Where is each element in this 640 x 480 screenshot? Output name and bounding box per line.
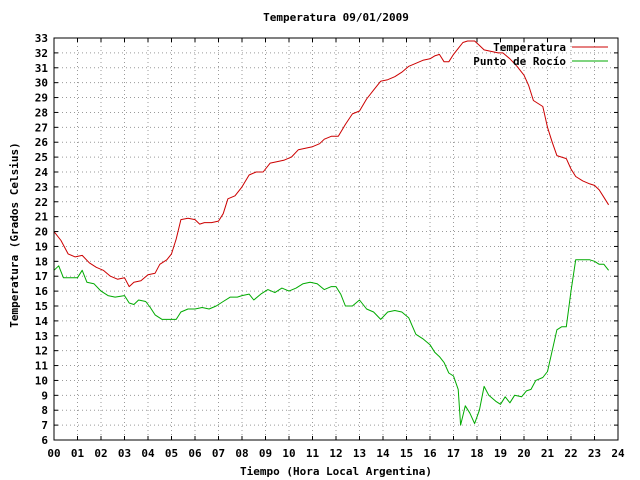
x-tick-label: 20	[517, 447, 530, 460]
chart-title: Temperatura 09/01/2009	[263, 11, 409, 24]
series-line-1	[53, 259, 609, 426]
y-tick-label: 22	[35, 196, 48, 209]
x-tick-label: 12	[329, 447, 342, 460]
y-tick-label: 18	[35, 255, 48, 268]
y-tick-label: 17	[35, 270, 48, 283]
y-tick-label: 10	[35, 374, 48, 387]
x-tick-label: 18	[470, 447, 483, 460]
legend-label: Punto de Rocío	[473, 55, 566, 68]
x-tick-label: 16	[423, 447, 437, 460]
grid	[54, 38, 618, 440]
x-tick-labels: 00 01 02 03 04 05 06 07 08 09 10 11 12 13 14 15 16 17 18 19…	[47, 447, 625, 460]
y-tick-label: 33	[35, 32, 48, 45]
y-tick-label: 24	[35, 166, 49, 179]
x-tick-label: 19	[494, 447, 507, 460]
y-tick-label: 11	[35, 360, 49, 373]
y-tick-label: 32	[35, 47, 48, 60]
x-tick-label: 00	[47, 447, 60, 460]
x-tick-label: 01	[71, 447, 85, 460]
y-tick-label: 7	[41, 419, 48, 432]
series-layer	[53, 40, 610, 426]
y-tick-label: 15	[35, 300, 48, 313]
y-tick-label: 21	[35, 211, 49, 224]
y-tick-label: 31	[35, 62, 49, 75]
series-line-0	[53, 40, 610, 288]
y-tick-label: 28	[35, 106, 48, 119]
x-tick-label: 24	[611, 447, 625, 460]
y-tick-label: 6	[41, 434, 48, 447]
x-tick-label: 22	[564, 447, 577, 460]
x-tick-label: 08	[235, 447, 248, 460]
x-tick-label: 09	[259, 447, 272, 460]
y-tick-label: 27	[35, 121, 48, 134]
y-tick-label: 30	[35, 77, 48, 90]
x-tick-label: 04	[141, 447, 155, 460]
x-tick-label: 07	[212, 447, 225, 460]
y-tick-label: 19	[35, 240, 48, 253]
x-tick-label: 06	[188, 447, 202, 460]
y-tick-label: 20	[35, 226, 48, 239]
x-tick-label: 13	[353, 447, 366, 460]
x-tick-label: 10	[282, 447, 295, 460]
x-tick-label: 11	[306, 447, 320, 460]
y-axis-label: Temperatura (Grados Celsius)	[8, 142, 21, 327]
y-tick-label: 8	[41, 404, 48, 417]
x-tick-label: 23	[588, 447, 601, 460]
x-tick-label: 15	[400, 447, 413, 460]
y-tick-label: 13	[35, 330, 48, 343]
y-tick-label: 16	[35, 285, 49, 298]
x-tick-label: 14	[376, 447, 390, 460]
y-tick-label: 9	[41, 389, 48, 402]
y-tick-label: 25	[35, 151, 48, 164]
y-tick-label: 26	[35, 136, 49, 149]
x-tick-label: 05	[165, 447, 178, 460]
x-axis-label: Tiempo (Hora Local Argentina)	[240, 465, 432, 478]
x-tick-label: 03	[118, 447, 131, 460]
y-tick-label: 14	[35, 315, 49, 328]
x-tick-label: 21	[541, 447, 555, 460]
y-tick-label: 23	[35, 181, 48, 194]
legend-label: Temperatura	[493, 41, 566, 54]
ticks	[53, 37, 619, 441]
x-tick-label: 17	[447, 447, 460, 460]
y-tick-label: 29	[35, 92, 48, 105]
x-tick-label: 02	[94, 447, 107, 460]
y-tick-label: 12	[35, 345, 48, 358]
